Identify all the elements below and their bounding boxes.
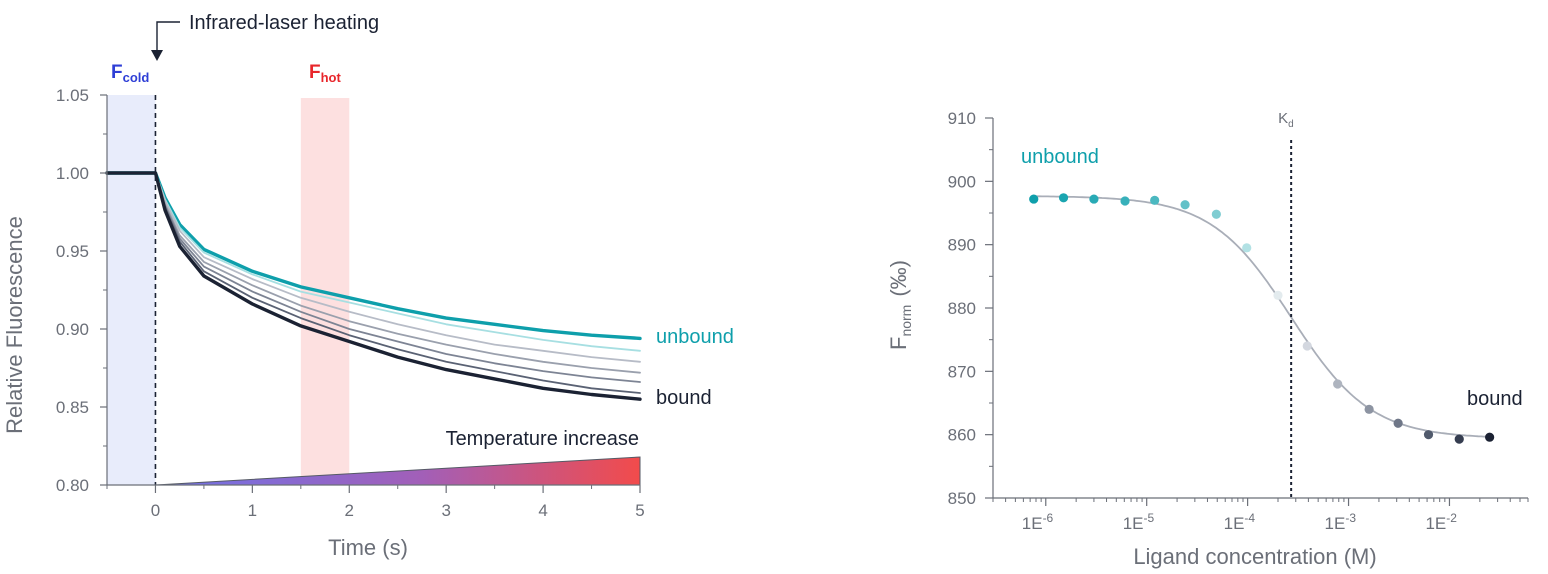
y-tick-label-left: 1.05 <box>56 86 89 105</box>
data-point-3 <box>1089 194 1099 204</box>
data-point-5 <box>1150 195 1160 205</box>
data-point-11 <box>1333 379 1343 389</box>
laser-arrow <box>156 21 180 50</box>
x-tick-label-left: 5 <box>635 501 644 520</box>
trace-3 <box>106 172 641 363</box>
unbound-label-left: unbound <box>656 326 734 348</box>
y-tick-label-left: 0.90 <box>56 320 89 339</box>
y-axis-subscript-right: norm <box>898 305 914 337</box>
unbound-label-right: unbound <box>1021 146 1099 168</box>
fit-curve <box>1033 195 1490 438</box>
bound-label-left: bound <box>656 387 712 409</box>
y-tick-label-right: 890 <box>948 236 976 255</box>
data-point-16 <box>1485 432 1495 442</box>
x-tick-label-right: 1E-3 <box>1325 511 1357 533</box>
data-point-4 <box>1120 196 1130 206</box>
trace-6 <box>106 172 641 394</box>
y-tick-label-right: 900 <box>948 172 976 191</box>
data-point-6 <box>1180 200 1190 210</box>
trace-7 <box>105 171 642 401</box>
x-axis-title-right: Ligand concentration (M) <box>1133 544 1376 569</box>
y-tick-label-left: 0.80 <box>56 476 89 495</box>
y-tick-label-right: 860 <box>948 426 976 445</box>
f-cold-subscript: cold <box>123 70 150 85</box>
x-tick-label-right: 1E-6 <box>1022 511 1054 533</box>
laser-arrow-head <box>151 50 163 61</box>
x-tick-label-left: 1 <box>248 501 257 520</box>
data-point-2 <box>1058 193 1069 203</box>
x-tick-label-left: 3 <box>441 501 450 520</box>
data-point-8 <box>1242 243 1252 253</box>
y-axis-title-right: Fnorm(‰) <box>886 260 914 350</box>
f-cold-label: Fcold <box>111 62 149 85</box>
fluorescence-traces <box>105 171 642 401</box>
data-point-10 <box>1302 341 1312 351</box>
left-axes: 0.80 0.85 0.90 0.95 1.00 1.05 0 1 2 3 4 5 <box>56 86 645 520</box>
data-point-7 <box>1211 209 1221 219</box>
x-tick-label-right: 1E-4 <box>1224 511 1256 533</box>
f-cold-region <box>107 95 156 485</box>
y-axis-unit-right: (‰) <box>886 260 911 297</box>
data-point-14 <box>1423 430 1434 440</box>
kd-label: Kd <box>1278 110 1294 130</box>
x-tick-label-right: 1E-2 <box>1425 511 1457 533</box>
y-tick-label-left: 0.95 <box>56 242 89 261</box>
laser-annotation: Infrared-laser heating <box>189 12 379 34</box>
binding-points <box>1029 193 1495 444</box>
y-axis-title-left: Relative Fluorescence <box>2 216 27 434</box>
y-tick-label-right: 910 <box>948 109 976 128</box>
temperature-increase-label: Temperature increase <box>446 428 639 450</box>
kd-subscript: d <box>1288 119 1294 130</box>
trace-2 <box>106 172 641 352</box>
binding-curve-chart: 850 860 870 880 890 900 910 1E-6 1E-5 1E-4 1E-3 1E-… <box>886 109 1529 569</box>
data-point-15 <box>1454 434 1464 444</box>
data-point-9 <box>1273 290 1283 300</box>
data-point-1 <box>1029 194 1039 204</box>
fluorescence-time-chart: 0.80 0.85 0.90 0.95 1.00 1.05 0 1 2 3 4 5 Fcold Fho… <box>2 12 734 560</box>
x-axis-title-left: Time (s) <box>328 535 408 560</box>
temperature-increase-wedge <box>155 456 641 486</box>
f-hot-label: Fhot <box>309 62 341 85</box>
data-point-12 <box>1364 404 1374 414</box>
f-hot-subscript: hot <box>321 70 342 85</box>
y-tick-label-right: 870 <box>948 362 976 381</box>
x-tick-label-right: 1E-5 <box>1123 511 1155 533</box>
right-axes: 850 860 870 880 890 900 910 1E-6 1E-5 1E-4 1E-3 1E-… <box>948 109 1529 533</box>
x-tick-label-left: 4 <box>538 501 547 520</box>
y-tick-label-left: 0.85 <box>56 398 89 417</box>
data-point-13 <box>1393 418 1403 428</box>
x-tick-label-left: 2 <box>345 501 354 520</box>
x-tick-label-left: 0 <box>151 501 160 520</box>
y-tick-label-right: 850 <box>948 489 976 508</box>
bound-label-right: bound <box>1467 388 1523 410</box>
y-tick-label-right: 880 <box>948 299 976 318</box>
y-tick-label-left: 1.00 <box>56 164 89 183</box>
